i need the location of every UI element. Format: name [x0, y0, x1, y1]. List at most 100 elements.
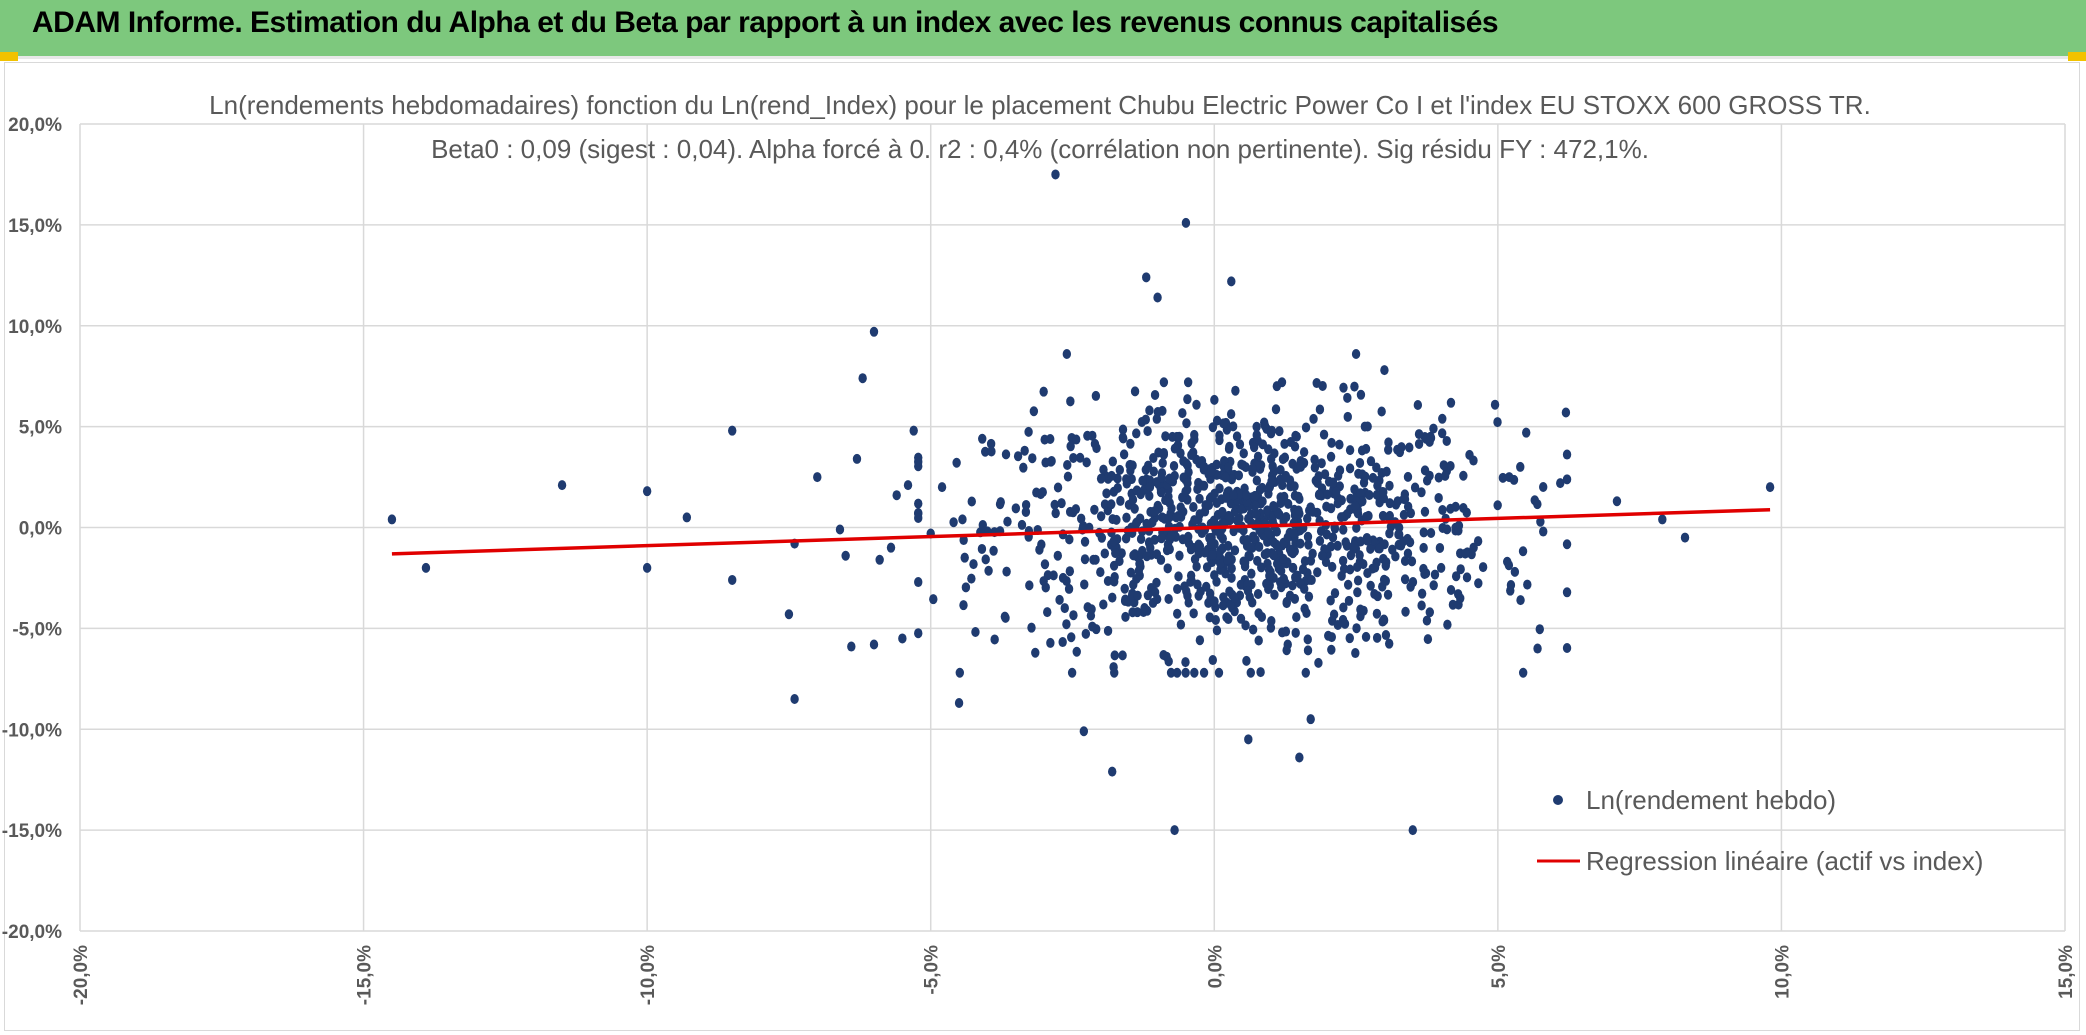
- scatter-point: [421, 562, 431, 573]
- scatter-point: [1268, 461, 1277, 472]
- scatter-point: [1417, 487, 1426, 498]
- scatter-point: [1096, 473, 1106, 484]
- scatter-point: [1296, 525, 1305, 536]
- scatter-point: [858, 373, 867, 384]
- scatter-point: [1108, 592, 1117, 603]
- scatter-point: [1248, 624, 1258, 635]
- scatter-point: [978, 433, 987, 444]
- scatter-point: [1066, 396, 1075, 407]
- scatter-point: [1200, 547, 1210, 558]
- scatter-point: [1351, 348, 1361, 359]
- scatter-point: [1373, 480, 1382, 491]
- scatter-point: [1013, 451, 1023, 462]
- scatter-point: [1069, 452, 1078, 463]
- scatter-point: [1040, 559, 1050, 570]
- scatter-point: [1263, 505, 1272, 516]
- scatter-point: [1408, 825, 1417, 836]
- scatter-point: [1091, 554, 1100, 565]
- x-tick-label: 15,0%: [2056, 945, 2077, 999]
- scatter-point: [1230, 545, 1240, 556]
- scatter-point: [1152, 549, 1162, 560]
- scatter-point: [1345, 445, 1355, 456]
- scatter-point: [1000, 611, 1010, 622]
- scatter-point: [1137, 416, 1147, 427]
- scatter-point: [1083, 430, 1092, 441]
- scatter-point: [1327, 437, 1336, 448]
- scatter-point: [1338, 555, 1348, 566]
- scatter-point: [1290, 481, 1299, 492]
- scatter-point: [1337, 495, 1346, 506]
- scatter-point: [1254, 635, 1263, 646]
- scatter-point: [1380, 365, 1389, 376]
- scatter-point: [914, 577, 923, 588]
- scatter-point: [1080, 579, 1089, 590]
- scatter-point: [1195, 541, 1205, 552]
- scatter-point: [1322, 501, 1331, 512]
- scatter-point: [967, 496, 976, 507]
- scatter-point: [958, 514, 967, 525]
- scatter-point: [1429, 423, 1438, 434]
- scatter-point: [1430, 569, 1440, 580]
- scatter-point: [1173, 584, 1182, 595]
- scatter-point: [1100, 548, 1110, 559]
- scatter-point: [1291, 572, 1300, 583]
- scatter-point: [1225, 441, 1234, 452]
- scatter-point: [960, 552, 969, 563]
- scatter-point: [1561, 407, 1571, 418]
- scatter-point: [1224, 614, 1233, 625]
- scatter-point: [1060, 603, 1069, 614]
- scatter-point: [969, 559, 978, 570]
- scatter-point: [1189, 502, 1198, 513]
- scatter-point: [1562, 587, 1572, 598]
- scatter-point: [1294, 491, 1303, 502]
- scatter-point: [1246, 667, 1255, 678]
- scatter-point: [1145, 481, 1155, 492]
- scatter-point: [1292, 431, 1301, 442]
- scatter-point: [1126, 459, 1135, 470]
- scatter-point: [1189, 608, 1198, 619]
- banner-divider: [0, 56, 2086, 59]
- scatter-point: [1156, 487, 1166, 498]
- scatter-point: [1308, 506, 1318, 517]
- scatter-point: [1307, 575, 1316, 586]
- scatter-point: [1183, 394, 1192, 405]
- scatter-point: [1072, 434, 1081, 445]
- scatter-point: [1039, 576, 1048, 587]
- scatter-point: [1122, 512, 1131, 523]
- scatter-point: [1435, 542, 1445, 553]
- scatter-point: [1279, 553, 1288, 564]
- scatter-point: [1363, 421, 1372, 432]
- scatter-point: [1440, 470, 1450, 481]
- scatter-point: [1306, 714, 1315, 725]
- scatter-point: [1462, 572, 1472, 583]
- scatter-point: [1410, 482, 1420, 493]
- scatter-point: [1233, 515, 1242, 526]
- scatter-point: [1225, 586, 1234, 597]
- scatter-point: [1082, 457, 1091, 468]
- scatter-point: [1256, 667, 1265, 678]
- scatter-point: [1381, 630, 1391, 641]
- scatter-point: [1372, 608, 1382, 619]
- scatter-point: [1011, 503, 1021, 514]
- scatter-point: [1252, 421, 1261, 432]
- scatter-point: [1357, 445, 1367, 456]
- scatter-point: [1253, 555, 1262, 566]
- scatter-point: [1403, 548, 1413, 559]
- scatter-point: [1406, 508, 1416, 519]
- scatter-point: [1539, 481, 1548, 492]
- scatter-point: [1680, 532, 1690, 543]
- scatter-point: [1419, 563, 1428, 574]
- scatter-point: [1103, 625, 1113, 636]
- scatter-point: [1355, 488, 1365, 499]
- scatter-point: [1218, 506, 1227, 517]
- scatter-point: [1195, 635, 1205, 646]
- scatter-point: [1219, 418, 1228, 429]
- scatter-point: [1240, 557, 1250, 568]
- scatter-point: [1142, 272, 1151, 283]
- scatter-point: [1315, 404, 1325, 415]
- scatter-point: [1272, 558, 1282, 569]
- scatter-point: [1107, 499, 1116, 510]
- scatter-point: [1260, 549, 1270, 560]
- scatter-point: [1090, 504, 1099, 515]
- scatter-point: [1192, 399, 1201, 410]
